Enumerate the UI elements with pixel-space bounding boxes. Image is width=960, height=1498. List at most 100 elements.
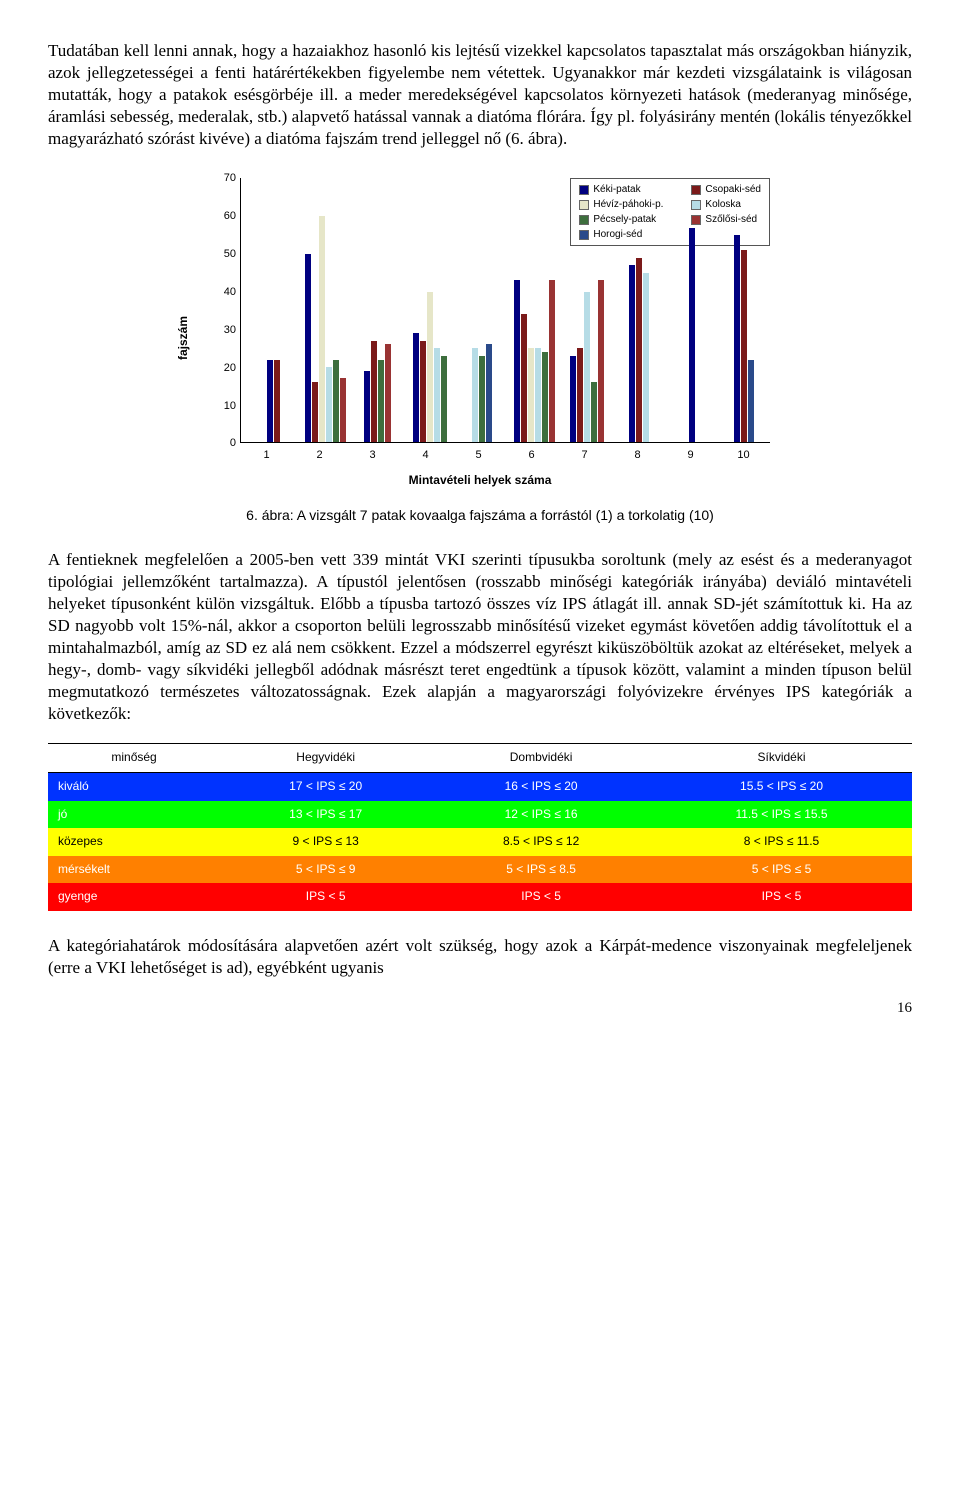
table-cell: IPS < 5 [220,883,431,911]
x-tick-label: 5 [475,448,481,462]
table-cell: 16 < IPS ≤ 20 [431,773,651,801]
y-tick-label: 50 [212,247,236,261]
table-header-cell: Hegyvidéki [220,744,431,773]
x-tick-label: 1 [263,448,269,462]
table-row: gyengeIPS < 5IPS < 5IPS < 5 [48,883,912,911]
bar [364,371,370,443]
table-cell: 5 < IPS ≤ 8.5 [431,856,651,884]
bar [689,228,695,443]
table-cell: 11.5 < IPS ≤ 15.5 [651,801,912,829]
chart-container: Kéki-patakCsopaki-sédHévíz-páhoki-p.Kolo… [48,178,912,498]
bar-group [561,178,613,442]
table-cell-label: kiváló [48,773,220,801]
table-header-cell: Dombvidéki [431,744,651,773]
bar-group [299,178,351,442]
paragraph-3: A kategóriahatárok módosítására alapvető… [48,935,912,979]
page-number: 16 [48,999,912,1019]
bar [629,265,635,442]
bar [734,235,740,442]
chart-y-axis-label: fajszám [176,316,192,360]
x-tick-label: 4 [422,448,428,462]
table-cell: 8.5 < IPS ≤ 12 [431,828,651,856]
table-cell: 15.5 < IPS ≤ 20 [651,773,912,801]
bar [326,367,332,442]
bar [577,348,583,442]
bar [535,348,541,442]
paragraph-1: Tudatában kell lenni annak, hogy a hazai… [48,40,912,150]
table-row: jó13 < IPS ≤ 1712 < IPS ≤ 1611.5 < IPS ≤… [48,801,912,829]
bar-group [718,178,770,442]
paragraph-2: A fentieknek megfelelően a 2005-ben vett… [48,549,912,726]
y-tick-label: 10 [212,398,236,412]
table-header-cell: Síkvidéki [651,744,912,773]
y-tick-label: 20 [212,361,236,375]
table-row: közepes9 < IPS ≤ 138.5 < IPS ≤ 128 < IPS… [48,828,912,856]
table-cell: 17 < IPS ≤ 20 [220,773,431,801]
table-cell: 9 < IPS ≤ 13 [220,828,431,856]
bar [413,333,419,442]
bar [305,254,311,443]
table-cell: 13 < IPS ≤ 17 [220,801,431,829]
table-row: mérsékelt5 < IPS ≤ 95 < IPS ≤ 8.55 < IPS… [48,856,912,884]
bar [319,216,325,442]
chart-caption: 6. ábra: A vizsgált 7 patak kovaalga faj… [48,506,912,524]
table-cell: 5 < IPS ≤ 9 [220,856,431,884]
bar [748,360,754,443]
bar [441,356,447,443]
bar [385,344,391,442]
chart-x-axis-label: Mintavételi helyek száma [409,473,552,489]
bar-group [613,178,665,442]
bar [434,348,440,442]
bar [312,382,318,442]
y-tick-label: 40 [212,285,236,299]
bar [514,280,520,442]
ips-category-table: minőségHegyvidékiDombvidékiSíkvidéki kiv… [48,743,912,911]
bar [274,360,280,443]
table-header-cell: minőség [48,744,220,773]
x-tick-label: 10 [737,448,749,462]
y-tick-label: 70 [212,171,236,185]
table-cell: 5 < IPS ≤ 5 [651,856,912,884]
bar [420,341,426,443]
bar [371,341,377,443]
table-cell-label: mérsékelt [48,856,220,884]
bar [570,356,576,443]
bar [521,314,527,442]
y-tick-label: 0 [212,436,236,450]
bar-group [404,178,456,442]
table-cell-label: gyenge [48,883,220,911]
chart-plot [240,178,770,443]
bar-group [665,178,717,442]
table-cell-label: közepes [48,828,220,856]
bar [598,280,604,442]
bar-group [247,178,299,442]
x-tick-label: 3 [369,448,375,462]
bar [378,360,384,443]
bar-group [456,178,508,442]
bar [267,360,273,443]
table-cell: IPS < 5 [651,883,912,911]
bar [643,273,649,443]
bar [479,356,485,443]
table-cell: 12 < IPS ≤ 16 [431,801,651,829]
bar [427,292,433,443]
bar [486,344,492,442]
x-tick-label: 6 [528,448,534,462]
table-cell: IPS < 5 [431,883,651,911]
y-tick-label: 60 [212,209,236,223]
table-cell-label: jó [48,801,220,829]
bar [542,352,548,443]
bar [528,348,534,442]
table-row: kiváló17 < IPS ≤ 2016 < IPS ≤ 2015.5 < I… [48,773,912,801]
bar-group [508,178,560,442]
bar [333,360,339,443]
bar [340,378,346,442]
bar [591,382,597,442]
x-tick-label: 9 [687,448,693,462]
bar-group [352,178,404,442]
x-tick-label: 8 [634,448,640,462]
bar [636,258,642,443]
y-tick-label: 30 [212,323,236,337]
x-tick-label: 2 [316,448,322,462]
bar [584,292,590,443]
